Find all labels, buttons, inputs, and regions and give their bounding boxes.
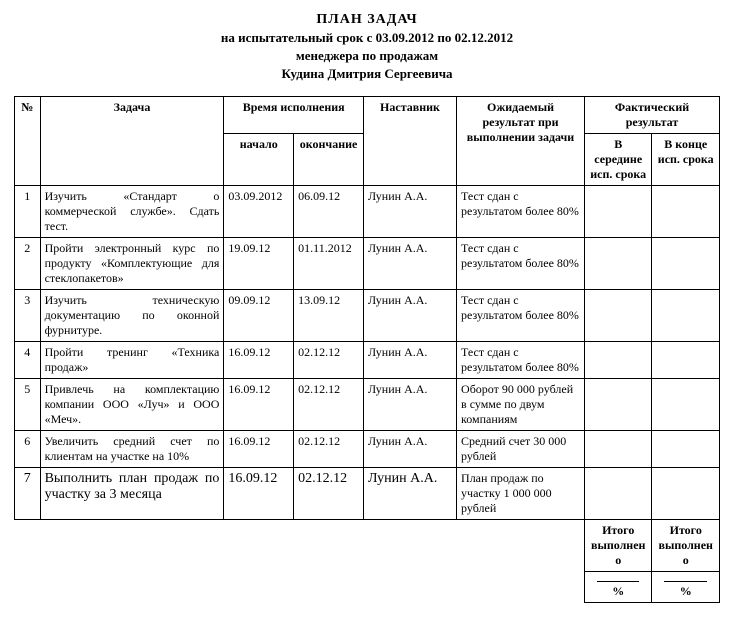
doc-title: ПЛАН ЗАДАЧ — [14, 12, 720, 28]
cell-end: 06.09.12 — [294, 186, 364, 238]
cell-mid — [584, 342, 651, 379]
cell-end: 13.09.12 — [294, 290, 364, 342]
cell-num: 2 — [15, 238, 41, 290]
cell-num: 4 — [15, 342, 41, 379]
cell-final — [652, 342, 720, 379]
cell-end: 02.12.12 — [294, 342, 364, 379]
col-start: начало — [224, 134, 294, 186]
header-row-1: № Задача Время исполнения Наставник Ожид… — [15, 97, 720, 134]
table-row: 6Увеличить средний счет по клиентам на у… — [15, 431, 720, 468]
col-task: Задача — [40, 97, 224, 186]
col-time: Время исполнения — [224, 97, 364, 134]
cell-start: 16.09.12 — [224, 468, 294, 520]
col-num: № — [15, 97, 41, 186]
cell-end: 02.12.12 — [294, 431, 364, 468]
table-row: 3Изучить техническую документацию по око… — [15, 290, 720, 342]
table-row: 5Привлечь на комплектацию компании ООО «… — [15, 379, 720, 431]
cell-mentor: Лунин А.А. — [363, 431, 456, 468]
cell-start: 16.09.12 — [224, 342, 294, 379]
cell-num: 3 — [15, 290, 41, 342]
doc-subtitle-3: Кудина Дмитрия Сергеевича — [14, 66, 720, 82]
table-row: 4Пройти тренинг «Техника продаж»16.09.12… — [15, 342, 720, 379]
table-row: 7Выполнить план продаж по участку за 3 м… — [15, 468, 720, 520]
cell-start: 16.09.12 — [224, 431, 294, 468]
cell-task: Выполнить план продаж по участку за 3 ме… — [40, 468, 224, 520]
cell-task: Изучить техническую документацию по окон… — [40, 290, 224, 342]
cell-mid — [584, 186, 651, 238]
col-mentor: Наставник — [363, 97, 456, 186]
cell-num: 1 — [15, 186, 41, 238]
col-expected: Ожидаемый результат при выполнении задач… — [457, 97, 585, 186]
cell-expected: Средний счет 30 000 рублей — [457, 431, 585, 468]
cell-final — [652, 238, 720, 290]
cell-final — [652, 186, 720, 238]
col-end: окончание — [294, 134, 364, 186]
cell-mid — [584, 468, 651, 520]
plan-table: № Задача Время исполнения Наставник Ожид… — [14, 96, 720, 603]
cell-expected: План продаж по участку 1 000 000 рублей — [457, 468, 585, 520]
footer-final-label: Итого выполнено — [652, 520, 720, 572]
footer-row-label: Итого выполнено Итого выполнено — [15, 520, 720, 572]
col-mid: В середине исп. срока — [584, 134, 651, 186]
footer-final-pct: % — [652, 572, 720, 603]
cell-num: 5 — [15, 379, 41, 431]
col-actual: Фактический результат — [584, 97, 719, 134]
cell-final — [652, 290, 720, 342]
cell-end: 01.11.2012 — [294, 238, 364, 290]
cell-expected: Тест сдан с результатом более 80% — [457, 238, 585, 290]
cell-mentor: Лунин А.А. — [363, 468, 456, 520]
cell-task: Пройти тренинг «Техника продаж» — [40, 342, 224, 379]
footer-row-pct: % % — [15, 572, 720, 603]
table-row: 2Пройти электронный курс по продукту «Ко… — [15, 238, 720, 290]
cell-task: Увеличить средний счет по клиентам на уч… — [40, 431, 224, 468]
cell-expected: Тест сдан с результатом более 80% — [457, 342, 585, 379]
cell-task: Изучить «Стандарт о коммерческой службе»… — [40, 186, 224, 238]
cell-mentor: Лунин А.А. — [363, 290, 456, 342]
cell-mid — [584, 379, 651, 431]
cell-end: 02.12.12 — [294, 468, 364, 520]
cell-start: 19.09.12 — [224, 238, 294, 290]
cell-num: 7 — [15, 468, 41, 520]
cell-start: 09.09.12 — [224, 290, 294, 342]
cell-mentor: Лунин А.А. — [363, 238, 456, 290]
cell-task: Привлечь на комплектацию компании ООО «Л… — [40, 379, 224, 431]
cell-final — [652, 379, 720, 431]
cell-mid — [584, 431, 651, 468]
cell-mentor: Лунин А.А. — [363, 379, 456, 431]
cell-mentor: Лунин А.А. — [363, 342, 456, 379]
cell-task: Пройти электронный курс по продукту «Ком… — [40, 238, 224, 290]
table-body: 1Изучить «Стандарт о коммерческой службе… — [15, 186, 720, 520]
cell-start: 03.09.2012 — [224, 186, 294, 238]
cell-expected: Тест сдан с результатом более 80% — [457, 290, 585, 342]
footer-mid-pct: % — [584, 572, 651, 603]
cell-mid — [584, 290, 651, 342]
doc-subtitle-2: менеджера по продажам — [14, 48, 720, 64]
table-row: 1Изучить «Стандарт о коммерческой службе… — [15, 186, 720, 238]
cell-final — [652, 431, 720, 468]
cell-mid — [584, 238, 651, 290]
cell-expected: Тест сдан с результатом более 80% — [457, 186, 585, 238]
cell-mentor: Лунин А.А. — [363, 186, 456, 238]
footer-mid-label: Итого выполнено — [584, 520, 651, 572]
doc-subtitle-1: на испытательный срок с 03.09.2012 по 02… — [14, 30, 720, 46]
col-final: В конце исп. срока — [652, 134, 720, 186]
cell-num: 6 — [15, 431, 41, 468]
cell-final — [652, 468, 720, 520]
cell-start: 16.09.12 — [224, 379, 294, 431]
cell-expected: Оборот 90 000 рублей в сумме по двум ком… — [457, 379, 585, 431]
cell-end: 02.12.12 — [294, 379, 364, 431]
